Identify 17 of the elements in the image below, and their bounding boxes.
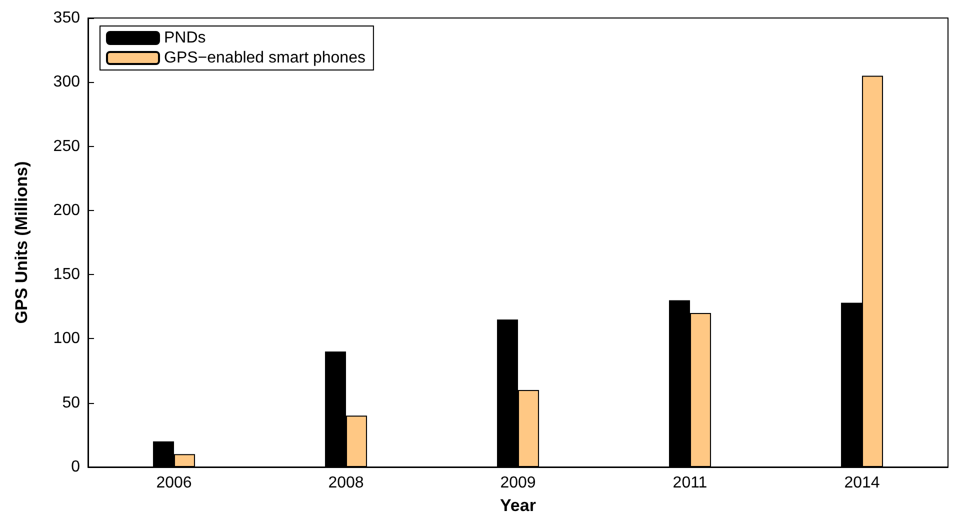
legend-label: PNDs — [164, 30, 206, 46]
y-tick-label: 50 — [62, 394, 80, 412]
x-tick-label: 2009 — [500, 474, 536, 492]
x-tick-label: 2006 — [156, 474, 192, 492]
x-tick-label: 2014 — [844, 474, 880, 492]
x-tick-label: 2008 — [328, 474, 364, 492]
legend-label: GPS−enabled smart phones — [164, 50, 366, 66]
x-tick-label: 2011 — [672, 474, 708, 492]
y-tick-label: 200 — [53, 202, 80, 219]
y-tick-label: 0 — [71, 458, 80, 476]
y-tick-label: 300 — [53, 74, 80, 91]
y-axis-title: GPS Units (Millions) — [12, 161, 31, 324]
y-tick-label: 350 — [53, 10, 80, 26]
y-tick-label: 150 — [53, 266, 80, 284]
x-axis-title: Year — [500, 496, 536, 515]
y-tick-label: 100 — [53, 330, 80, 348]
y-tick-label: 250 — [53, 138, 80, 155]
